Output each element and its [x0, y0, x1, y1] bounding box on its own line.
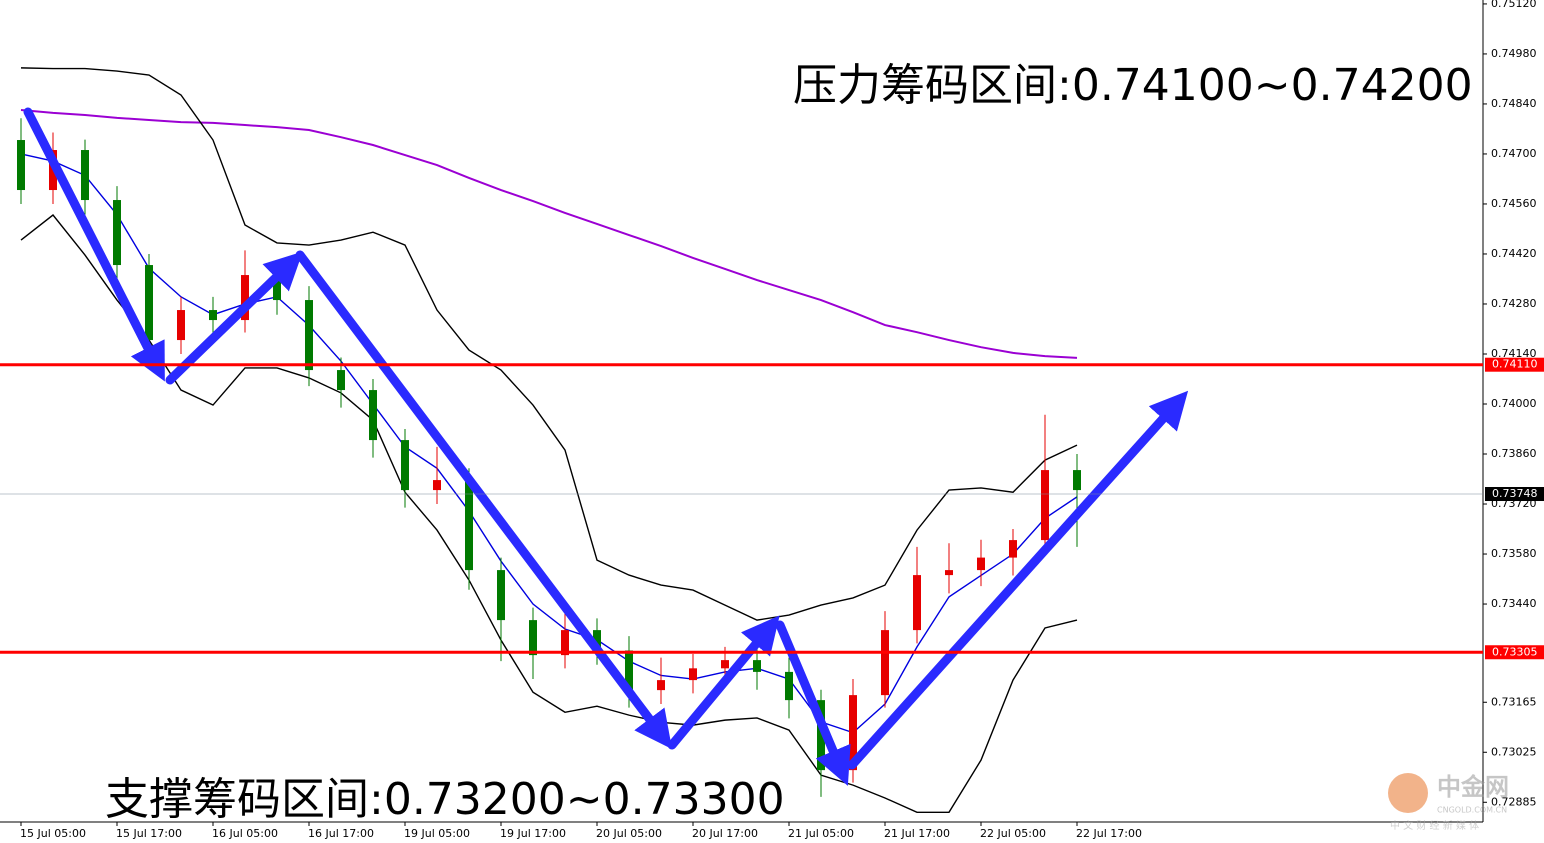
- x-tick-label: 22 Jul 05:00: [980, 827, 1046, 840]
- y-tick-label: 0.74980: [1491, 47, 1537, 60]
- y-tick-label: 0.73025: [1491, 745, 1537, 758]
- annotation: 支撑筹码区间:0.73200~0.73300: [105, 774, 785, 825]
- candle-body: [17, 140, 25, 191]
- candle-body: [977, 557, 985, 571]
- candle-body: [401, 440, 409, 491]
- x-tick-label: 19 Jul 17:00: [500, 827, 566, 840]
- y-tick-label: 0.74280: [1491, 297, 1537, 310]
- candle-body: [657, 680, 665, 691]
- candle-body: [529, 620, 537, 656]
- arrow: [23, 107, 165, 382]
- candle-body: [1009, 540, 1017, 558]
- candle-body: [465, 480, 473, 571]
- y-tick-label: 0.74840: [1491, 97, 1537, 110]
- watermark-site: CNGOLD.COM.CN: [1437, 806, 1507, 815]
- x-tick-label: 20 Jul 17:00: [692, 827, 758, 840]
- candle-body: [785, 671, 793, 701]
- x-tick-label: 21 Jul 17:00: [884, 827, 950, 840]
- candle-body: [881, 630, 889, 696]
- arrow: [295, 250, 673, 750]
- watermark: 中金网 CNGOLD.COM.CN 中 文 财 经 新 媒 体: [1388, 773, 1509, 832]
- candle-body: [689, 668, 697, 681]
- candle-body: [593, 630, 601, 651]
- candle-body: [625, 650, 633, 691]
- candle-body: [561, 630, 569, 656]
- candle-body: [177, 310, 185, 341]
- y-tick-label: 0.74140: [1491, 347, 1537, 360]
- y-tick-label: 0.74000: [1491, 397, 1537, 410]
- y-tick-label: 0.75120: [1491, 0, 1537, 10]
- indicator-line: [20, 67, 1078, 621]
- level-label: 0.73305: [1492, 645, 1538, 658]
- level-label: 0.73748: [1492, 487, 1538, 500]
- trend-arrows: [23, 107, 1189, 786]
- candle-body: [913, 575, 921, 631]
- candle-body: [1041, 470, 1049, 541]
- y-tick-label: 0.73440: [1491, 597, 1537, 610]
- watermark-name: 中金网: [1437, 773, 1509, 801]
- arrow: [165, 251, 303, 385]
- y-tick-label: 0.73580: [1491, 547, 1537, 560]
- candle-body: [753, 660, 761, 672]
- indicator-line: [20, 153, 1078, 734]
- y-tick-label: 0.73860: [1491, 447, 1537, 460]
- x-tick-label: 16 Jul 17:00: [308, 827, 374, 840]
- candle-body: [817, 700, 825, 771]
- y-tick-label: 0.74420: [1491, 247, 1537, 260]
- watermark-logo: [1388, 773, 1428, 813]
- candle-body: [241, 275, 249, 321]
- candle-body: [945, 570, 953, 576]
- candle-body: [369, 390, 377, 441]
- arrow: [847, 390, 1189, 770]
- indicator-line: [20, 214, 1078, 813]
- level-label: 0.74110: [1492, 358, 1538, 371]
- level-tag: [1485, 645, 1544, 660]
- candle-body: [209, 310, 217, 321]
- candle-body: [433, 480, 441, 491]
- x-tick-label: 16 Jul 05:00: [212, 827, 278, 840]
- plot-area: [17, 67, 1081, 813]
- x-tick-label: 22 Jul 17:00: [1076, 827, 1142, 840]
- candle-body: [337, 370, 345, 391]
- x-tick-label: 19 Jul 05:00: [404, 827, 470, 840]
- watermark-slogan: 中 文 财 经 新 媒 体: [1390, 819, 1479, 832]
- candle-body: [305, 300, 313, 371]
- candle-body: [1073, 470, 1081, 491]
- arrow: [667, 615, 780, 750]
- level-tag: [1485, 487, 1544, 502]
- x-tick-label: 21 Jul 05:00: [788, 827, 854, 840]
- y-tick-label: 0.73165: [1491, 695, 1537, 708]
- x-tick-label: 20 Jul 05:00: [596, 827, 662, 840]
- arrow: [775, 620, 851, 786]
- annotation: 压力筹码区间:0.74100~0.74200: [793, 60, 1473, 111]
- x-tick-label: 15 Jul 05:00: [20, 827, 86, 840]
- candle-body: [849, 695, 857, 771]
- indicator-line: [20, 109, 1078, 359]
- y-tick-label: 0.74560: [1491, 197, 1537, 210]
- candle-body: [145, 265, 153, 341]
- candle-body: [497, 570, 505, 621]
- candle-body: [721, 660, 729, 669]
- level-tag: [1485, 357, 1544, 372]
- y-tick-label: 0.74700: [1491, 147, 1537, 160]
- y-tick-label: 0.72885: [1491, 795, 1537, 808]
- x-tick-label: 15 Jul 17:00: [116, 827, 182, 840]
- candle-body: [81, 150, 89, 201]
- candle-body: [113, 200, 121, 266]
